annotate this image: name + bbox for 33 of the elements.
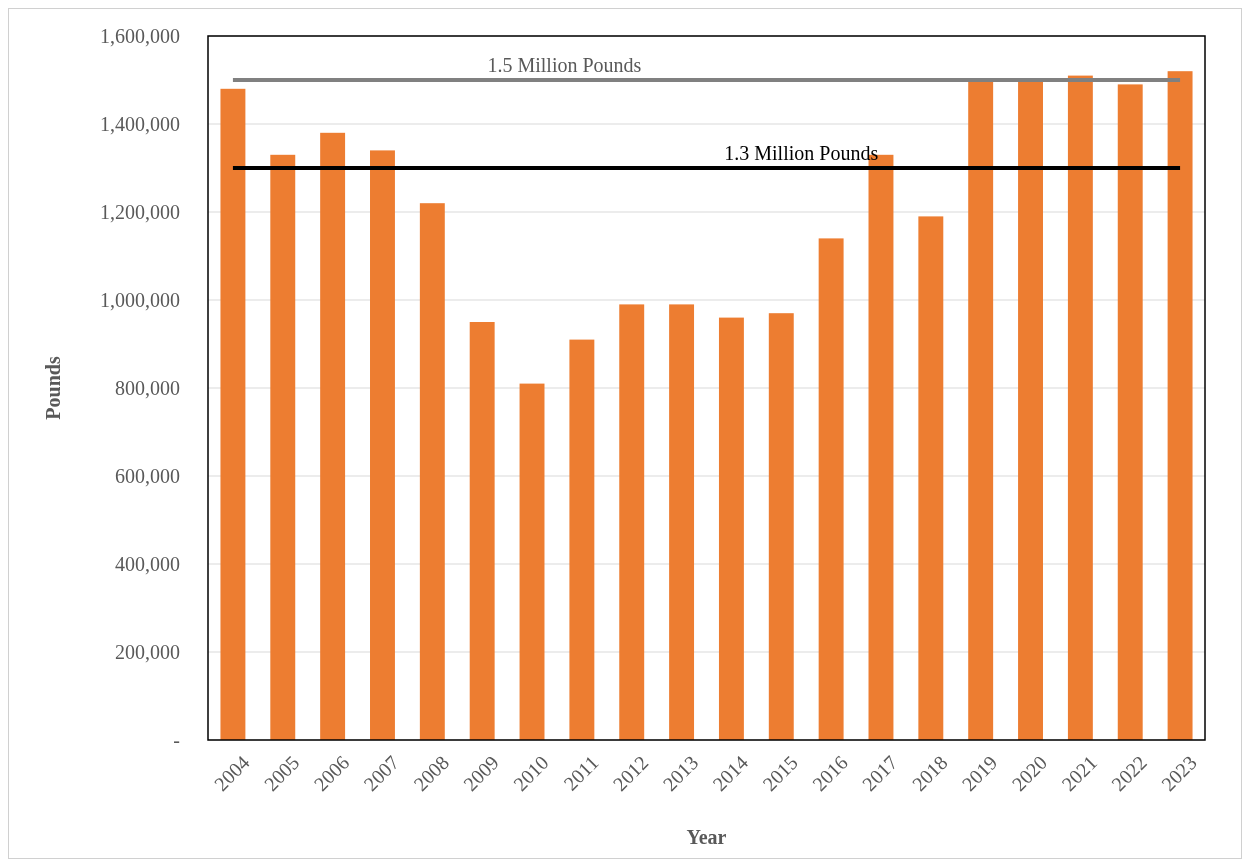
bar xyxy=(818,238,844,740)
bar xyxy=(469,322,495,740)
y-tick-label: 800,000 xyxy=(115,377,180,399)
y-tick-label: - xyxy=(173,729,180,751)
y-tick-label: 1,400,000 xyxy=(100,113,180,135)
y-tick-label: 1,200,000 xyxy=(100,201,180,223)
bar xyxy=(968,80,994,740)
bar xyxy=(619,304,645,740)
bar xyxy=(569,339,595,740)
bar xyxy=(419,203,445,740)
bar xyxy=(370,150,395,740)
x-axis-title: Year xyxy=(686,826,727,848)
ref-line-label: 1.3 Million Pounds xyxy=(724,142,879,164)
bar xyxy=(718,317,744,740)
bar xyxy=(1167,71,1193,740)
x-tick-label: 2011 xyxy=(559,751,603,795)
ref-line-label: 1.5 Million Pounds xyxy=(487,54,642,76)
bar xyxy=(519,383,545,740)
bar xyxy=(320,132,346,740)
y-tick-label: 1,000,000 xyxy=(100,289,180,311)
y-tick-label: 400,000 xyxy=(115,553,180,575)
bar xyxy=(669,304,695,740)
bar xyxy=(220,88,246,740)
bar xyxy=(918,216,944,740)
bar xyxy=(1067,75,1093,740)
y-tick-label: 200,000 xyxy=(115,641,180,663)
y-axis-title: Pounds xyxy=(42,356,64,420)
y-tick-label: 1,600,000 xyxy=(100,25,180,47)
bar xyxy=(1018,80,1043,740)
y-tick-label: 600,000 xyxy=(115,465,180,487)
bar xyxy=(270,154,296,740)
bar xyxy=(1117,84,1143,740)
bar xyxy=(768,313,794,740)
